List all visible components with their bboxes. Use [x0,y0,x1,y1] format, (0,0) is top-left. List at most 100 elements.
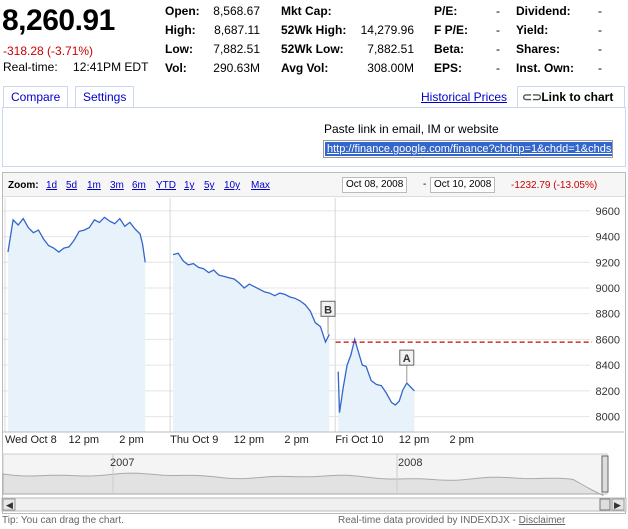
current-price: 8,260.91 [2,4,115,37]
series-line [172,252,330,344]
stat-value-low: 7,882.51 [213,42,260,56]
x-tick-label: 12 pm [234,434,265,446]
y-tick-label: 9200 [596,257,620,269]
y-tick-label: 8000 [596,412,620,424]
chain-link-icon: ⊂⊃ [522,90,543,104]
scroll-right-button[interactable] [611,498,625,511]
x-tick-label: 12 pm [399,434,430,446]
stat-label-beta: Beta: [434,42,465,56]
paste-instructions: Paste link in email, IM or website [324,122,499,136]
y-tick-label: 9600 [596,206,620,218]
horizontal-scrollbar[interactable] [1,497,627,512]
to-date-field[interactable]: Oct 10, 2008 [430,177,496,193]
x-tick-label: 2 pm [450,434,474,446]
y-tick-label: 9400 [596,232,620,244]
scroll-left-button[interactable] [2,498,16,511]
disclaimer-link[interactable]: Disclaimer [518,515,566,526]
tab-compare[interactable]: Compare [3,86,69,108]
series-area [338,339,415,432]
x-tick-label: Thu Oct 9 [170,434,218,446]
stat-label-52wk-high: 52Wk High: [281,23,347,37]
date-range-dash: - [423,179,427,190]
x-axis-strip [3,432,590,446]
historical-prices-link[interactable]: Historical Prices [421,90,508,104]
stat-value-avg-vol: 308.00M [367,61,414,75]
x-tick-label: 2 pm [284,434,308,446]
zoom-3m[interactable]: 3m [110,180,124,191]
navigator-handle[interactable] [601,455,609,493]
stat-label-pe: P/E: [434,4,458,18]
range-change: -1232.79 (-13.05%) [511,180,598,191]
zoom-bar [3,173,625,197]
stat-value-shares: - [598,42,602,56]
chart-url-text: http://finance.google.com/finance?chdnp=… [325,142,612,156]
news-marker-label: A [403,353,411,365]
scroll-thumb[interactable] [599,498,611,511]
scroll-right-arrow-icon: ▶ [614,501,621,511]
realtime-row: Real-time: 12:41PM EDT [3,60,148,74]
zoom-label: Zoom: [8,180,39,191]
zoom-1m[interactable]: 1m [87,180,101,191]
x-tick-label: Fri Oct 10 [335,434,383,446]
zoom-10y[interactable]: 10y [224,180,241,191]
zoom-1d[interactable]: 1d [46,180,58,191]
zoom-1y[interactable]: 1y [184,180,195,191]
y-tick-label: 8800 [596,309,620,321]
stat-label-fpe: F P/E: [434,23,469,37]
tab-link-label: Link to chart [541,90,614,104]
series-line [7,216,146,263]
navigator-series [2,472,604,497]
chart-frame [2,172,626,514]
series-line [337,336,415,413]
stat-value-52wk-high: 14,279.96 [360,23,414,37]
series-area [173,253,330,432]
zoom-6m[interactable]: 6m [132,180,146,191]
stat-value-inst-own: - [598,61,602,75]
stat-label-inst-own: Inst. Own: [516,61,574,75]
data-provider: Real-time data provided by INDEXDJX - Di… [338,515,565,526]
zoom-5d[interactable]: 5d [66,180,78,191]
y-tick-label: 8600 [596,334,620,346]
stat-label-52wk-low: 52Wk Low: [281,42,344,56]
zoom-5y[interactable]: 5y [204,180,215,191]
stat-label-mkt-cap: Mkt Cap: [281,4,332,18]
provider-sep: - [509,515,519,526]
provider-text: Real-time data provided by INDEXDJX [338,515,510,526]
y-tick-label: 8200 [596,386,620,398]
x-tick-label: Wed Oct 8 [5,434,57,446]
news-marker-b[interactable] [320,300,336,317]
stat-value-pe: - [496,4,500,18]
link-panel [2,107,626,167]
stat-label-open: Open: [165,4,200,18]
stat-value-beta: - [496,42,500,56]
stat-value-eps: - [496,61,500,75]
series-area [8,217,146,432]
drag-tip: Tip: You can drag the chart. [2,515,124,526]
stat-label-dividend: Dividend: [516,4,571,18]
x-tick-label: 12 pm [69,434,100,446]
scroll-left-arrow-icon: ◀ [6,501,13,511]
x-tick-label: 2 pm [119,434,143,446]
stat-value-open: 8,568.67 [213,4,260,18]
tab-link-to-chart[interactable]: ⊂⊃ Link to chart [517,86,625,108]
stat-label-avg-vol: Avg Vol: [281,61,329,75]
price-change: -318.28 (-3.71%) [3,44,94,58]
stat-label-high: High: [165,23,196,37]
y-tick-label: 8400 [596,360,620,372]
stat-value-vol: 290.63M [213,61,260,75]
zoom-max[interactable]: Max [251,180,270,191]
stat-label-eps: EPS: [434,61,463,75]
y-tick-label: 9000 [596,283,620,295]
from-date-field[interactable]: Oct 08, 2008 [342,177,408,193]
tab-settings[interactable]: Settings [75,86,135,108]
chart-url-field[interactable]: http://finance.google.com/finance?chdnp=… [323,140,613,158]
news-marker-label: B [324,304,332,316]
stat-label-low: Low: [165,42,193,56]
realtime-time: 12:41PM EDT [73,60,149,74]
stat-value-fpe: - [496,23,500,37]
news-marker-a[interactable] [399,349,415,366]
stat-value-52wk-low: 7,882.51 [367,42,414,56]
stat-value-dividend: - [598,4,602,18]
zoom-ytd[interactable]: YTD [156,180,176,191]
